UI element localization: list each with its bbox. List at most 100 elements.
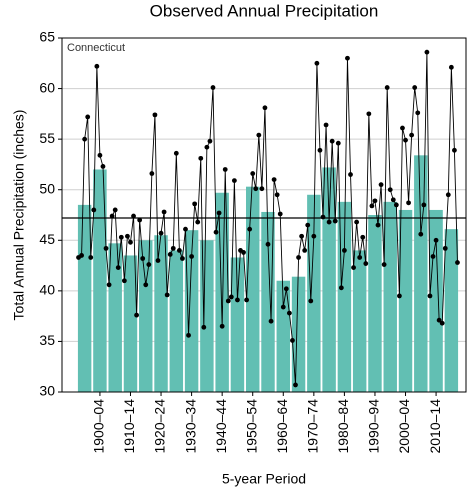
annual-point bbox=[180, 256, 185, 261]
annual-point bbox=[262, 105, 268, 111]
y-tick-label: 60 bbox=[39, 79, 55, 95]
annual-point bbox=[100, 164, 106, 169]
annual-point bbox=[329, 138, 335, 144]
annual-point bbox=[82, 136, 88, 142]
annual-point bbox=[207, 138, 213, 144]
annual-point bbox=[97, 152, 103, 158]
bar bbox=[414, 155, 428, 392]
annual-point bbox=[161, 209, 167, 215]
annual-point bbox=[259, 186, 265, 192]
annual-point bbox=[91, 207, 97, 213]
annual-point bbox=[323, 122, 329, 128]
annual-point bbox=[85, 114, 91, 120]
bar bbox=[444, 229, 459, 392]
annual-point bbox=[88, 255, 94, 260]
bar bbox=[108, 243, 122, 392]
bar bbox=[139, 240, 153, 392]
annual-point bbox=[430, 254, 436, 259]
annual-point bbox=[170, 245, 176, 251]
annual-point bbox=[192, 201, 198, 207]
annual-point bbox=[299, 233, 305, 239]
annual-point bbox=[317, 147, 323, 153]
annual-point bbox=[213, 229, 219, 235]
plot-frame bbox=[61, 37, 467, 393]
annual-point bbox=[164, 292, 170, 298]
annual-point bbox=[274, 192, 280, 198]
annual-point bbox=[418, 231, 424, 237]
annual-point bbox=[109, 213, 115, 219]
annual-point bbox=[112, 207, 118, 213]
y-tick-label: 30 bbox=[39, 383, 55, 399]
annual-point bbox=[195, 219, 201, 225]
annual-point bbox=[357, 255, 363, 260]
y-tick-label: 55 bbox=[39, 130, 55, 146]
annual-point bbox=[250, 171, 256, 176]
annual-point bbox=[390, 197, 396, 203]
annual-point bbox=[140, 256, 146, 261]
annual-point bbox=[167, 252, 173, 257]
annual-point bbox=[155, 258, 161, 263]
annual-point bbox=[253, 186, 259, 192]
x-tick-label: 1940–44 bbox=[213, 399, 229, 454]
annual-point bbox=[393, 202, 399, 208]
annual-point bbox=[348, 172, 353, 177]
annual-point bbox=[146, 262, 152, 267]
annual-point bbox=[271, 177, 277, 183]
x-tick-label: 1950–54 bbox=[243, 399, 259, 454]
annual-point bbox=[375, 222, 381, 228]
annual-point bbox=[360, 234, 366, 240]
annual-point bbox=[256, 132, 262, 138]
annual-point bbox=[121, 278, 127, 284]
annual-point bbox=[305, 222, 311, 228]
annual-point bbox=[421, 202, 427, 208]
annual-point bbox=[283, 286, 289, 292]
annual-point bbox=[308, 298, 314, 304]
annual-point bbox=[293, 382, 298, 388]
annual-point bbox=[143, 282, 149, 288]
bar bbox=[230, 257, 245, 392]
annual-point bbox=[244, 297, 250, 303]
annual-point bbox=[415, 110, 421, 116]
x-tick-label: 1980–84 bbox=[335, 399, 351, 454]
annual-point bbox=[424, 49, 430, 55]
x-tick-label: 1900–04 bbox=[91, 399, 107, 454]
annual-point bbox=[79, 253, 84, 258]
annual-point bbox=[201, 324, 207, 330]
annual-point bbox=[219, 323, 225, 329]
bar bbox=[352, 250, 367, 392]
annual-point bbox=[186, 332, 191, 338]
bar bbox=[291, 276, 306, 392]
annual-point bbox=[158, 230, 164, 236]
annual-point bbox=[302, 248, 308, 253]
annual-point bbox=[189, 254, 195, 259]
annual-point bbox=[400, 125, 405, 131]
bar bbox=[368, 215, 382, 392]
annual-point bbox=[216, 210, 222, 216]
annual-point bbox=[427, 293, 433, 299]
annual-point bbox=[222, 167, 228, 172]
annual-point bbox=[433, 237, 439, 243]
annual-point bbox=[204, 144, 210, 150]
annual-point bbox=[311, 233, 317, 239]
bar bbox=[322, 167, 336, 392]
annual-point bbox=[387, 187, 393, 193]
annual-point bbox=[128, 239, 133, 245]
annual-point bbox=[354, 219, 360, 225]
y-tick-label: 45 bbox=[39, 231, 55, 247]
annual-point bbox=[115, 265, 121, 270]
annual-point bbox=[381, 262, 387, 267]
x-tick-label: 1930–34 bbox=[182, 399, 198, 454]
annual-point bbox=[176, 248, 182, 253]
annual-point bbox=[225, 298, 231, 304]
y-tick-label: 65 bbox=[39, 29, 55, 45]
annual-point bbox=[94, 63, 100, 69]
annual-point bbox=[134, 312, 139, 318]
annual-point bbox=[320, 214, 326, 220]
annual-point bbox=[231, 178, 237, 184]
annual-point bbox=[314, 60, 320, 66]
annual-point bbox=[183, 226, 188, 232]
annual-point bbox=[439, 320, 445, 326]
annual-point bbox=[384, 85, 390, 90]
bar bbox=[429, 209, 443, 392]
annual-point bbox=[131, 213, 136, 219]
